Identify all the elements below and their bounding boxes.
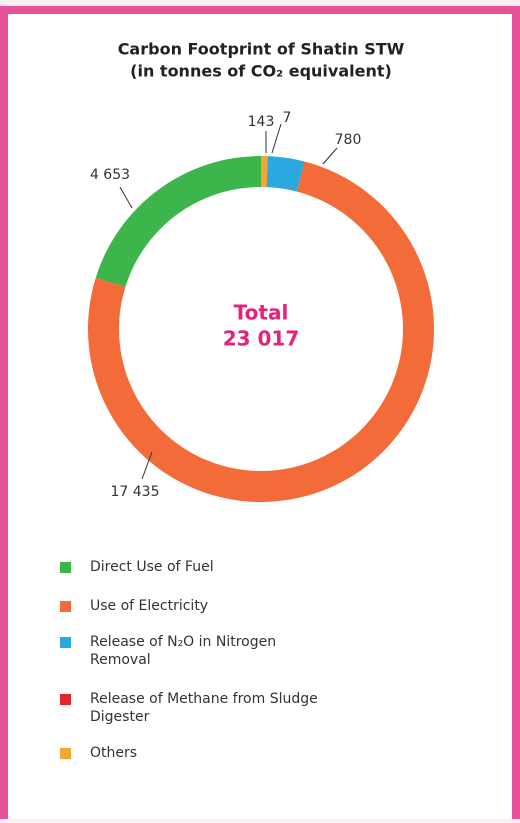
data-label: 4 653 [90,167,130,183]
center-title: Total [234,301,289,325]
legend-swatch [60,694,71,705]
donut-segment [266,156,305,192]
leader-line [271,123,282,154]
legend-item: Direct Use of Fuel [60,558,320,576]
legend-label: Release of Methane from Sludge Digester [90,691,318,725]
donut-segment [261,156,268,188]
legend-label: Direct Use of Fuel [90,559,214,575]
data-label: 7 [283,110,292,126]
legend-swatch [60,601,71,612]
legend-swatch [60,637,71,648]
data-label: 143 [248,114,275,130]
legend-label: Use of Electricity [90,598,209,614]
legend-item: Use of Electricity [60,597,320,615]
legend-item: Release of Methane from Sludge Digester [60,690,320,726]
data-label: 780 [335,132,362,148]
chart-title: Carbon Footprint of Shatin STW [118,40,405,59]
leader-line [141,451,153,480]
donut-segment [95,156,261,287]
leader-line [119,186,133,209]
legend-swatch [60,748,71,759]
data-label: 17 435 [111,484,160,500]
legend-label: Release of N₂O in Nitrogen Removal [90,634,277,668]
card [0,6,520,819]
legend-item: Others [60,744,320,762]
legend-label: Others [90,745,138,761]
chart-subtitle: (in tonnes of CO₂ equivalent) [130,62,392,81]
legend: Direct Use of Fuel Use of Electricity Rele… [60,558,360,762]
donut-segment [266,156,269,188]
legend-item: Release of N₂O in Nitrogen Removal [60,633,320,669]
leader-line [322,147,338,165]
legend-swatch [60,562,71,573]
center-value: 23 017 [223,327,300,351]
